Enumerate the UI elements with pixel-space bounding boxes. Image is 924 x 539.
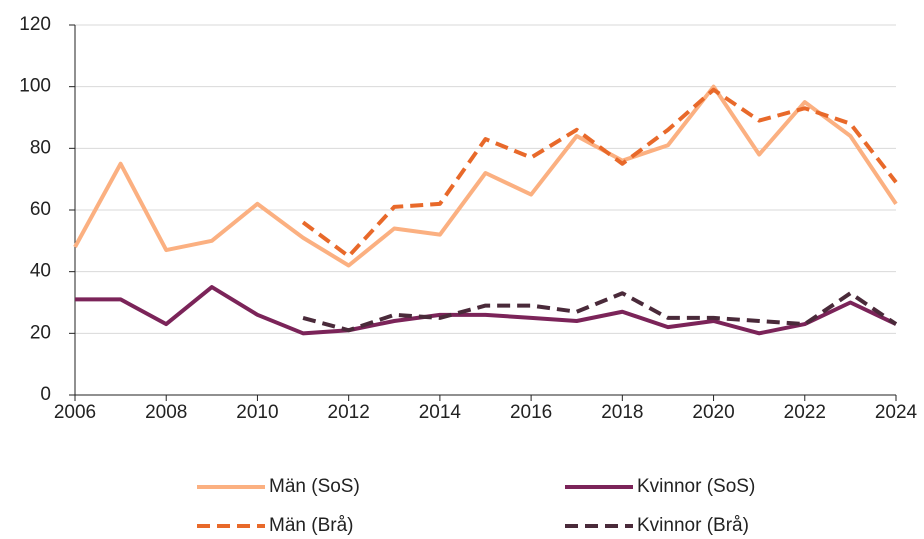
y-tick-label: 80 xyxy=(30,137,51,158)
series-line xyxy=(302,291,898,333)
y-tick-label: 120 xyxy=(19,14,51,35)
x-tick-label: 2010 xyxy=(236,402,278,423)
x-tick-label: 2008 xyxy=(145,402,187,423)
x-tick-label: 2024 xyxy=(875,402,918,423)
series-line xyxy=(301,87,898,259)
y-tick-label: 40 xyxy=(30,261,51,282)
legend-label: Kvinnor (SoS) xyxy=(637,476,755,497)
legend-label: Män (SoS) xyxy=(269,476,360,497)
x-tick-label: 2014 xyxy=(419,402,462,423)
y-tick-label: 0 xyxy=(40,384,51,405)
x-tick-label: 2018 xyxy=(601,402,643,423)
series-line xyxy=(75,285,897,336)
x-tick-label: 2020 xyxy=(692,402,734,423)
y-tick-label: 60 xyxy=(30,199,51,220)
x-tick-label: 2006 xyxy=(54,402,96,423)
legend-label: Män (Brå) xyxy=(269,515,353,536)
x-tick-label: 2016 xyxy=(510,402,552,423)
x-tick-label: 2022 xyxy=(784,402,826,423)
y-tick-label: 100 xyxy=(19,76,51,97)
x-tick-label: 2012 xyxy=(328,402,370,423)
y-tick-label: 20 xyxy=(30,322,51,343)
series-line xyxy=(73,84,898,268)
legend-label: Kvinnor (Brå) xyxy=(637,515,749,536)
